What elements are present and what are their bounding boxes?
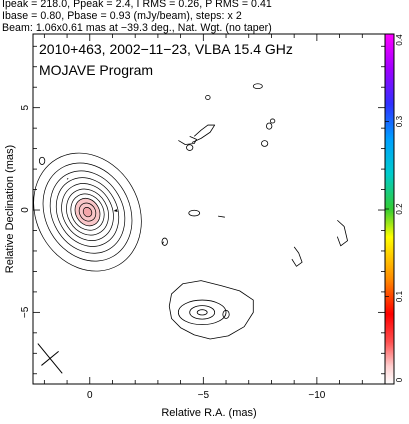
colorbar-tick-label: 0.3	[395, 115, 404, 127]
noise-contour	[266, 122, 273, 130]
y-tick-label: 0	[20, 207, 31, 213]
noise-contour	[269, 118, 276, 124]
jet-component-contour	[168, 280, 254, 340]
y-axis-label: Relative Declination (mas)	[4, 145, 16, 273]
core-contour	[61, 183, 114, 241]
axis-ticks: 0 −5 −10 5 0 −5	[20, 34, 386, 401]
beam-minor-axis	[41, 351, 59, 366]
colorbar-tick-label: 0.1	[395, 290, 404, 302]
plot-title: 2010+463, 2002−11−23, VLBA 15.4 GHz	[39, 41, 293, 57]
x-axis-label: Relative R.A. (mas)	[161, 407, 256, 419]
noise-contour	[38, 156, 46, 165]
noise-contour	[162, 241, 164, 244]
plot-subtitle: MOJAVE Program	[39, 62, 153, 78]
header-line-3: Beam: 1.06x0.61 mas at −39.3 deg., Nat. …	[2, 22, 272, 34]
y-tick-label: −5	[20, 306, 31, 318]
jet-component-contour	[189, 305, 216, 320]
noise-contour	[218, 215, 225, 218]
colorbar-tick-label: 0	[395, 377, 404, 382]
x-tick-label: −10	[308, 390, 325, 401]
noise-contour	[178, 135, 197, 145]
noise-contour	[291, 246, 303, 267]
noise-contour	[188, 209, 201, 217]
noise-contour	[222, 309, 230, 319]
core-contour	[55, 177, 120, 247]
jet-component-contour	[196, 309, 208, 316]
x-tick-label: 0	[87, 390, 93, 401]
core-contour	[70, 193, 105, 231]
contour-layer	[33, 83, 348, 374]
core-contour	[66, 188, 109, 236]
noise-contour	[252, 83, 263, 90]
core-tail-mark	[113, 209, 118, 213]
core-contour	[49, 170, 126, 254]
colorbar-tick-label: 0.2	[395, 203, 404, 215]
noise-contour	[336, 219, 348, 247]
noise-contour	[205, 95, 211, 100]
noise-contour	[191, 124, 216, 143]
noise-contour	[186, 144, 194, 151]
jet-component-contour	[177, 299, 227, 326]
core-contour	[33, 152, 142, 272]
x-tick-label: −5	[198, 390, 210, 401]
core-contour	[82, 207, 93, 218]
y-tick-label: 5	[20, 104, 31, 110]
header-line-1: Ipeak = 218.0, Ppeak = 2.4, I RMS = 0.26…	[2, 0, 272, 10]
colorbar-tick-label: 0.4	[395, 34, 404, 46]
colorbar-ticks: 0 0.1 0.2 0.3 0.4	[385, 33, 404, 385]
header-line-2: Ibase = 0.80, Pbase = 0.93 (mJy/beam), s…	[2, 10, 242, 22]
core-contour	[42, 162, 133, 262]
noise-contour	[66, 178, 69, 180]
noise-contour	[261, 140, 269, 147]
noise-contour	[161, 237, 168, 246]
